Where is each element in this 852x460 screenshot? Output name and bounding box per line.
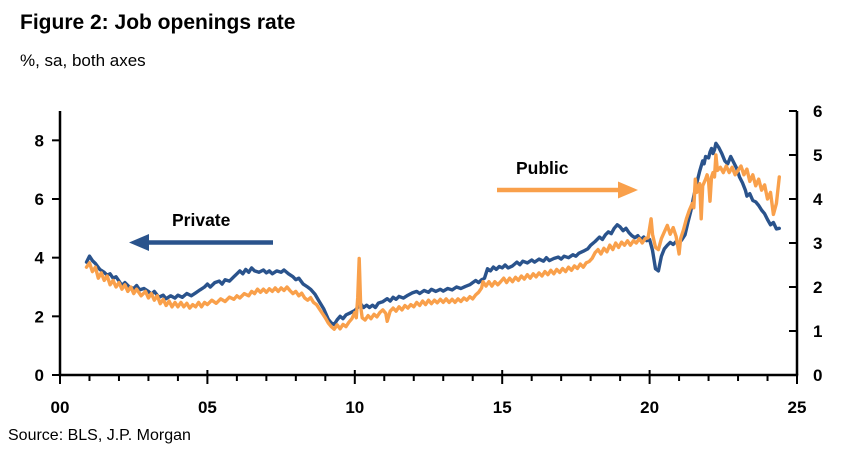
left-axis-tick-label: 0 — [35, 366, 44, 385]
x-axis-tick-label: 00 — [51, 398, 70, 417]
public-arrow-head-icon — [618, 181, 638, 199]
source-note: Source: BLS, J.P. Morgan — [8, 427, 191, 444]
page-title: Figure 2: Job openings rate — [20, 11, 296, 34]
private-arrow-head-icon — [129, 234, 149, 251]
right-axis-tick-label: 5 — [813, 146, 822, 165]
right-axis-tick-label: 1 — [813, 322, 822, 341]
right-axis-tick-label: 4 — [813, 190, 823, 209]
right-axis-tick-label: 0 — [813, 366, 822, 385]
right-axis-tick-label: 3 — [813, 234, 822, 253]
private-series-label: Private — [172, 210, 231, 230]
public-line — [84, 153, 781, 331]
chart-units-subtitle: %, sa, both axes — [20, 51, 146, 70]
x-axis-tick-label: 05 — [198, 398, 217, 417]
x-axis-tick-label: 10 — [345, 398, 364, 417]
right-axis-tick-label: 2 — [813, 278, 822, 297]
x-axis-tick-label: 25 — [788, 398, 807, 417]
x-axis-tick-label: 15 — [493, 398, 512, 417]
public-series-label: Public — [516, 158, 569, 178]
left-axis-tick-label: 4 — [35, 249, 45, 268]
right-axis-tick-label: 6 — [813, 102, 822, 121]
x-axis-tick-label: 20 — [640, 398, 659, 417]
left-axis-tick-label: 8 — [35, 131, 44, 150]
private-line — [84, 141, 781, 327]
left-axis-tick-label: 6 — [35, 190, 44, 209]
left-axis-tick-label: 2 — [35, 307, 44, 326]
